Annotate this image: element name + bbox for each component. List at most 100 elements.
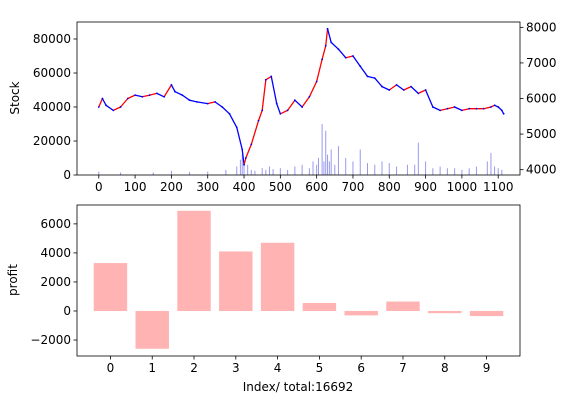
price-point xyxy=(206,102,209,105)
price-point xyxy=(257,119,260,122)
price-point xyxy=(279,112,282,115)
profit-bar xyxy=(428,310,462,314)
y2-tick-label: 7000 xyxy=(526,56,557,70)
price-line-segment xyxy=(381,85,390,91)
x-tick-label: 500 xyxy=(269,180,292,194)
price-point xyxy=(270,75,273,78)
x-tick-label: 1 xyxy=(148,361,156,375)
price-point xyxy=(324,44,327,47)
stock-x-ticks: 0 100 200 300 400 500 600 700 800 900 1000 1100 xyxy=(95,175,513,194)
price-point xyxy=(243,163,245,166)
y2-tick-label: 4000 xyxy=(526,163,557,177)
stock-chart: 0 100 200 300 400 500 600 700 800 900 1000 1100 0 20… xyxy=(8,20,557,194)
price-point xyxy=(174,90,176,93)
price-point xyxy=(337,48,340,51)
price-line-segment xyxy=(359,65,369,78)
price-point xyxy=(293,99,296,102)
price-line-segment xyxy=(410,85,419,95)
y-tick-label: 2000 xyxy=(40,275,71,289)
price-line-segment xyxy=(156,92,165,98)
price-line-segment xyxy=(101,97,107,106)
y-tick-label: 6000 xyxy=(40,217,71,231)
price-line-segment xyxy=(446,106,456,110)
price-line-segment xyxy=(236,126,243,151)
price-line-segment xyxy=(439,108,449,112)
x-tick-label: 2 xyxy=(190,361,198,375)
y-tick-label: 0 xyxy=(63,168,71,182)
price-line-segment xyxy=(257,109,263,122)
price-line-segment xyxy=(330,41,340,50)
price-point xyxy=(468,107,471,110)
profit-y-axis-label: profit xyxy=(6,264,20,296)
price-line-segment xyxy=(276,102,281,115)
price-point xyxy=(497,106,500,108)
price-point xyxy=(326,27,329,30)
price-line-segment xyxy=(316,58,323,83)
x-tick-label: 0 xyxy=(95,180,103,194)
price-line-segment xyxy=(170,84,176,93)
x-tick-label: 100 xyxy=(124,180,147,194)
x-tick-label: 6 xyxy=(357,361,365,375)
price-point xyxy=(261,109,264,112)
price-line-segment xyxy=(214,101,223,108)
price-point xyxy=(101,97,104,100)
price-point xyxy=(275,102,278,105)
price-point xyxy=(439,109,442,112)
price-point xyxy=(235,126,238,129)
price-line-segment xyxy=(163,84,173,98)
profit-bar xyxy=(135,310,169,349)
y-tick-label: −2000 xyxy=(30,333,71,347)
price-point xyxy=(134,94,136,96)
price-point xyxy=(500,109,503,112)
price-line-segment xyxy=(325,28,329,47)
price-point xyxy=(155,92,158,95)
price-point xyxy=(241,148,244,151)
x-tick-label: 0 xyxy=(107,361,115,375)
price-line-segment xyxy=(261,79,267,112)
price-point xyxy=(141,95,144,98)
price-point xyxy=(417,92,420,95)
profit-x-axis-label: Index/ total:16692 xyxy=(243,380,354,394)
price-point xyxy=(119,106,122,108)
profit-chart: 0 1 2 3 4 5 6 7 8 9 −2000 0 2000 4000 6000 profit Ind… xyxy=(6,204,521,394)
price-point xyxy=(366,75,369,78)
price-point xyxy=(402,89,405,91)
x-tick-label: 800 xyxy=(378,180,401,194)
price-point xyxy=(461,109,463,112)
price-line-segment xyxy=(366,75,376,79)
price-line-segment xyxy=(119,97,129,108)
price-line-segment xyxy=(345,55,354,59)
price-line-segment xyxy=(112,106,122,112)
price-point xyxy=(330,41,333,44)
profit-bar xyxy=(344,310,378,316)
x-tick-label: 1000 xyxy=(447,180,478,194)
price-line-segment xyxy=(417,89,427,95)
profit-axes-frame xyxy=(76,204,521,357)
price-point xyxy=(308,95,311,98)
price-point xyxy=(381,85,383,88)
price-line-segment xyxy=(453,106,463,112)
price-point xyxy=(431,106,434,108)
price-point xyxy=(188,99,191,102)
price-line-segment xyxy=(196,101,209,105)
y-tick-label: 20000 xyxy=(33,134,71,148)
price-point xyxy=(214,101,216,103)
price-line-segment xyxy=(181,94,191,101)
y-tick-label: 0 xyxy=(63,304,71,318)
x-tick-label: 4 xyxy=(274,361,282,375)
price-line-segment xyxy=(308,80,318,98)
profit-bar xyxy=(302,303,337,311)
price-line-segment xyxy=(241,148,245,166)
price-line-segment xyxy=(279,109,289,115)
price-point xyxy=(395,84,398,86)
price-line-segment xyxy=(270,75,278,105)
y2-tick-label: 8000 xyxy=(526,20,557,34)
price-line-segment xyxy=(174,91,183,96)
profit-bar xyxy=(469,310,504,317)
price-point xyxy=(359,65,362,68)
y-tick-label: 4000 xyxy=(40,246,71,260)
price-line-segment xyxy=(461,108,470,112)
price-point xyxy=(490,106,492,108)
stock-plot-area xyxy=(97,27,505,175)
